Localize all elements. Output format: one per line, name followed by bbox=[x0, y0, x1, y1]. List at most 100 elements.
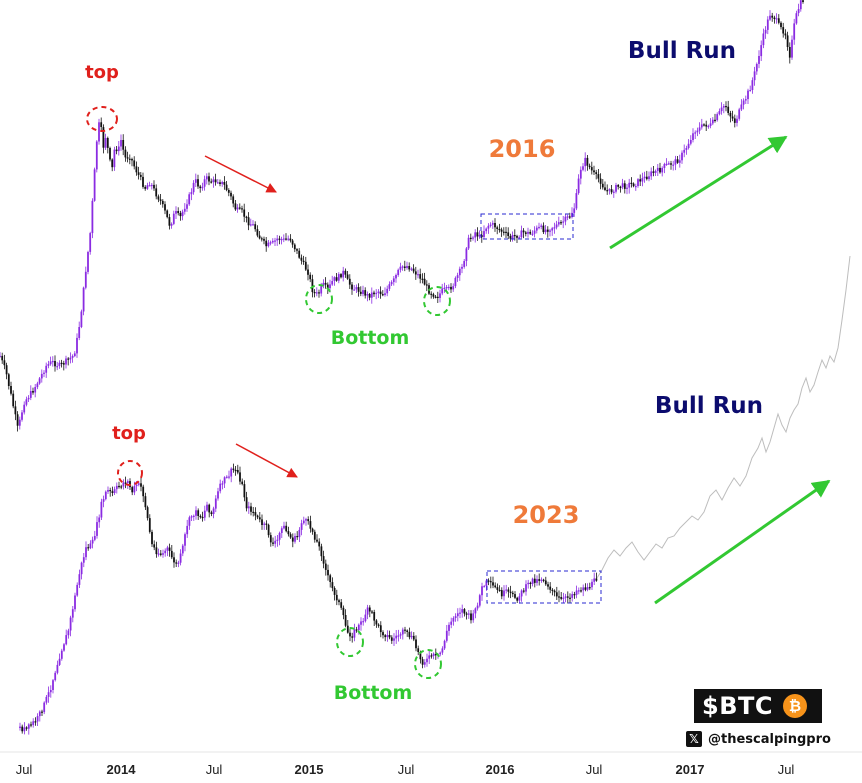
candle-body bbox=[445, 287, 448, 289]
candle-body bbox=[580, 590, 582, 592]
candle-body bbox=[7, 374, 10, 386]
candle-body bbox=[166, 210, 169, 218]
candle-body bbox=[764, 29, 767, 34]
candle-body bbox=[784, 33, 787, 36]
candle-body bbox=[302, 260, 305, 262]
candle-body bbox=[93, 169, 96, 201]
candle-body bbox=[355, 629, 358, 631]
candle-body bbox=[210, 512, 213, 514]
candle-body bbox=[443, 287, 446, 289]
candle-body bbox=[571, 212, 573, 218]
candle-body bbox=[595, 172, 598, 174]
candle-body bbox=[194, 179, 197, 183]
candle-body bbox=[703, 124, 705, 126]
candle-body bbox=[590, 167, 593, 171]
candle-body bbox=[333, 588, 336, 595]
candle-body bbox=[540, 579, 543, 581]
candle-body bbox=[432, 653, 435, 656]
candle-body bbox=[265, 240, 268, 247]
candle-body bbox=[247, 217, 250, 226]
candle-body bbox=[49, 690, 52, 693]
candle-body bbox=[773, 17, 776, 19]
candle-body bbox=[494, 585, 497, 588]
candle-body bbox=[91, 200, 94, 234]
candle-body bbox=[0, 355, 1, 358]
candle-body bbox=[309, 521, 312, 529]
candle-body bbox=[544, 580, 547, 585]
candle-body bbox=[5, 365, 8, 375]
ticker-text: $BTC bbox=[702, 692, 773, 720]
candle-body bbox=[122, 140, 125, 150]
candle-body bbox=[395, 275, 397, 279]
cycle-year-label: 2016 bbox=[489, 135, 556, 163]
candle-body bbox=[525, 584, 527, 592]
candle-body bbox=[52, 680, 54, 690]
candle-body bbox=[300, 523, 303, 530]
candle-body bbox=[507, 589, 510, 592]
candle-body bbox=[667, 163, 670, 165]
candle-body bbox=[632, 183, 635, 187]
candle-body bbox=[511, 235, 514, 239]
candle-body bbox=[637, 179, 639, 186]
candle-body bbox=[223, 477, 226, 484]
candle-body bbox=[689, 140, 692, 144]
candle-body bbox=[685, 148, 688, 150]
candle-body bbox=[54, 672, 57, 681]
candle-body bbox=[492, 582, 494, 586]
candle-body bbox=[428, 655, 431, 659]
candle-body bbox=[549, 586, 552, 590]
candle-body bbox=[353, 289, 356, 291]
candle-body bbox=[23, 727, 26, 732]
candle-body bbox=[278, 533, 281, 540]
candle-body bbox=[190, 192, 193, 195]
candle-body bbox=[494, 223, 496, 228]
candle-body bbox=[104, 138, 107, 148]
candle-body bbox=[199, 516, 202, 518]
candle-body bbox=[349, 632, 351, 637]
candle-body bbox=[243, 484, 246, 498]
candle-body bbox=[777, 18, 780, 23]
candle-body bbox=[137, 172, 140, 175]
candle-body bbox=[12, 393, 15, 407]
candle-body bbox=[311, 528, 314, 532]
candle-body bbox=[232, 196, 235, 204]
candle-body bbox=[43, 372, 45, 374]
candle-body bbox=[533, 230, 536, 234]
bull-run-label: Bull Run bbox=[628, 38, 736, 64]
candle-body bbox=[373, 612, 376, 621]
candle-body bbox=[478, 235, 481, 237]
candle-body bbox=[615, 185, 617, 192]
x-axis-ticks: Jul 2014 Jul 2015 Jul 2016 Jul 2017 Jul bbox=[16, 762, 795, 777]
candle-body bbox=[283, 525, 285, 529]
candle-body bbox=[111, 491, 114, 493]
candle-body bbox=[267, 524, 270, 536]
candle-body bbox=[146, 507, 149, 519]
candle-body bbox=[755, 64, 758, 72]
candle-body bbox=[793, 23, 796, 40]
candle-body bbox=[582, 587, 585, 591]
candle-body bbox=[538, 226, 540, 229]
candle-body bbox=[417, 648, 420, 652]
candle-body bbox=[643, 176, 646, 179]
social-handle[interactable]: 𝕏 @thescalpingpro bbox=[686, 731, 831, 747]
candle-body bbox=[639, 179, 642, 182]
candle-body bbox=[294, 536, 296, 542]
candle-body bbox=[415, 639, 417, 649]
candle-body bbox=[608, 189, 611, 191]
candle-body bbox=[351, 284, 353, 290]
candle-body bbox=[32, 391, 34, 393]
candle-body bbox=[38, 711, 41, 717]
candle-body bbox=[173, 557, 175, 563]
x-logo-icon: 𝕏 bbox=[686, 731, 702, 747]
candle-body bbox=[390, 282, 393, 285]
candle-body bbox=[142, 486, 145, 497]
candle-body bbox=[791, 39, 793, 58]
candle-body bbox=[472, 613, 475, 621]
candle-body bbox=[758, 56, 760, 64]
candle-body bbox=[285, 525, 288, 532]
candle-body bbox=[731, 116, 734, 119]
candle-body bbox=[375, 620, 378, 625]
candle-body bbox=[538, 579, 541, 581]
candle-body bbox=[601, 183, 604, 188]
